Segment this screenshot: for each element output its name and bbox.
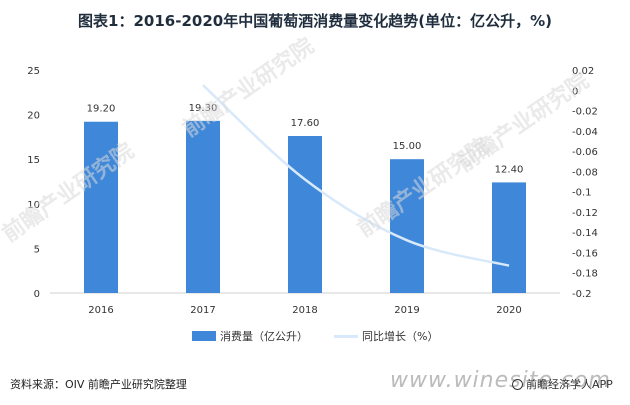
bar [492, 182, 526, 293]
legend-label-growth: 同比增长（%） [362, 330, 439, 343]
x-tick-label: 2018 [292, 305, 317, 316]
bar-data-label: 12.40 [495, 164, 524, 175]
growth-line [202, 84, 510, 267]
y-right-tick-label: -0.2 [572, 289, 592, 300]
source-note: 资料来源：OIV 前瞻产业研究院整理 [10, 378, 187, 391]
bar-data-label: 15.00 [393, 141, 422, 152]
legend-item-consumption[interactable]: 消费量（亿公升） [192, 328, 308, 344]
legend-item-growth[interactable]: 同比增长（%） [334, 328, 438, 344]
x-tick-label: 2017 [190, 305, 215, 316]
x-tick-label: 2019 [394, 305, 419, 316]
app-logo: 前瞻经济学人APP [512, 376, 613, 392]
y-left-tick-label: 25 [27, 66, 40, 77]
bar-data-label: 19.30 [189, 103, 218, 114]
y-left-tick-label: 10 [27, 200, 40, 211]
chart-title: 图表1：2016-2020年中国葡萄酒消费量变化趋势(单位：亿公升，%) [78, 12, 552, 30]
bar [288, 136, 322, 293]
y-right-tick-label: -0.08 [572, 167, 598, 178]
watermark-site: www.winesite.com [390, 368, 611, 393]
app-logo-text: 前瞻经济学人APP [526, 378, 613, 391]
y-right-tick-label: -0.18 [572, 269, 598, 280]
y-right-tick-label: -0.02 [572, 107, 598, 118]
y-right-tick-label: 0.02 [572, 66, 594, 77]
legend: 消费量（亿公升） 同比增长（%） [0, 328, 630, 344]
legend-label-consumption: 消费量（亿公升） [220, 330, 308, 343]
legend-swatch-bar [192, 331, 216, 341]
bar [84, 121, 118, 294]
bar [186, 120, 220, 294]
x-tick-label: 2020 [496, 305, 521, 316]
y-right-tick-label: -0.12 [572, 208, 598, 219]
y-left-tick-label: 5 [34, 244, 40, 255]
legend-swatch-line [334, 334, 358, 338]
bar [390, 159, 424, 293]
y-right-tick-label: -0.06 [572, 147, 598, 158]
y-left-tick-label: 15 [27, 155, 40, 166]
y-left-tick-label: 0 [34, 289, 40, 300]
y-right-tick-label: -0.1 [572, 188, 592, 199]
y-left-tick-label: 20 [27, 111, 40, 122]
x-tick-label: 2016 [88, 305, 113, 316]
bar-data-label: 19.20 [87, 104, 116, 115]
y-right-tick-label: -0.16 [572, 248, 598, 259]
bar-data-label: 17.60 [291, 118, 320, 129]
y-right-tick-label: -0.14 [572, 228, 598, 239]
y-right-tick-label: 0 [572, 86, 578, 97]
y-right-tick-label: -0.04 [572, 127, 598, 138]
app-logo-icon [512, 378, 523, 390]
